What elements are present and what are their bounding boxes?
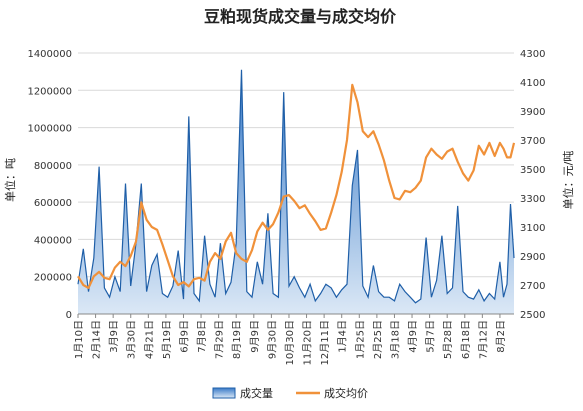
y-right-tick-labels: 2500 2700 2900 3100 3300 3500 3700 3900 4100 4300	[520, 49, 545, 321]
y-left-axis-label: 单位：吨	[3, 158, 17, 202]
price-line	[77, 83, 516, 289]
volume-area	[78, 69, 514, 314]
x-tick-label: 5月19日	[161, 320, 173, 359]
y-left-tick-label: 800000	[34, 161, 72, 172]
x-tick-label: 4月21日	[143, 320, 155, 359]
y-left-tick-label: 1000000	[27, 124, 72, 135]
x-tick-label: 7月8日	[196, 320, 208, 353]
y-right-tick-label: 3500	[520, 165, 545, 176]
y-right-tick-label: 4100	[520, 78, 545, 89]
x-tick-labels: 1月10日 2月14日 3月9日 3月30日 4月21日 5月19日 6月9日 7月8日 7月2…	[73, 314, 507, 365]
x-tick-label: 9月30日	[266, 320, 278, 359]
x-tick-label: 9月9日	[249, 320, 261, 353]
y-left-tick-labels: 0 200000 400000 600000 800000 1000000 1200000 1…	[27, 49, 72, 321]
x-tick-label: 7月12日	[477, 320, 489, 359]
y-left-tick-label: 400000	[34, 235, 72, 246]
y-right-tick-label: 3900	[520, 107, 545, 118]
legend-label-price: 成交均价	[324, 386, 368, 400]
y-left-tick-label: 1400000	[27, 49, 72, 60]
y-left-tick-label: 1200000	[27, 86, 72, 97]
y-right-tick-label: 3300	[520, 194, 545, 205]
x-tick-label: 8月2日	[495, 320, 507, 353]
chart-title: 豆粕现货成交量与成交均价	[204, 7, 397, 26]
legend: 成交量 成交均价	[212, 386, 368, 400]
y-right-tick-label: 2900	[520, 252, 545, 263]
y-left-tick-label: 200000	[34, 273, 72, 284]
volume-line	[77, 69, 515, 304]
x-tick-label: 10月30日	[284, 320, 296, 365]
x-tick-label: 2月25日	[372, 320, 384, 359]
x-tick-label: 1月4日	[337, 320, 349, 353]
x-tick-label: 6月18日	[460, 320, 472, 359]
legend-label-volume: 成交量	[240, 386, 273, 400]
y-right-tick-label: 2700	[520, 281, 545, 292]
x-tick-label: 7月29日	[214, 320, 226, 359]
legend-swatch-volume	[212, 387, 236, 399]
x-tick-label: 3月30日	[126, 320, 138, 359]
x-tick-label: 1月25日	[354, 320, 366, 359]
y-right-tick-label: 3700	[520, 136, 545, 147]
y-left-tick-label: 0	[66, 310, 72, 321]
x-tick-label: 11月20日	[302, 320, 314, 365]
y-left-tick-label: 600000	[34, 198, 72, 209]
y-right-axis-label: 单位：元/吨	[561, 151, 575, 210]
x-tick-label: 3月18日	[389, 320, 401, 359]
series-layer	[77, 69, 516, 314]
x-tick-label: 6月9日	[178, 320, 190, 353]
x-tick-label: 12月11日	[319, 320, 331, 365]
x-tick-label: 2月14日	[91, 320, 103, 359]
x-tick-label: 3月9日	[108, 320, 120, 353]
x-tick-label: 8月19日	[231, 320, 243, 359]
x-tick-label: 1月10日	[73, 320, 85, 359]
x-tick-label: 4月9日	[407, 320, 419, 353]
x-tick-label: 5月7日	[425, 320, 437, 353]
y-right-tick-label: 4300	[520, 49, 545, 60]
y-right-tick-label: 3100	[520, 223, 545, 234]
y-right-tick-label: 2500	[520, 310, 545, 321]
x-tick-label: 5月28日	[442, 320, 454, 359]
